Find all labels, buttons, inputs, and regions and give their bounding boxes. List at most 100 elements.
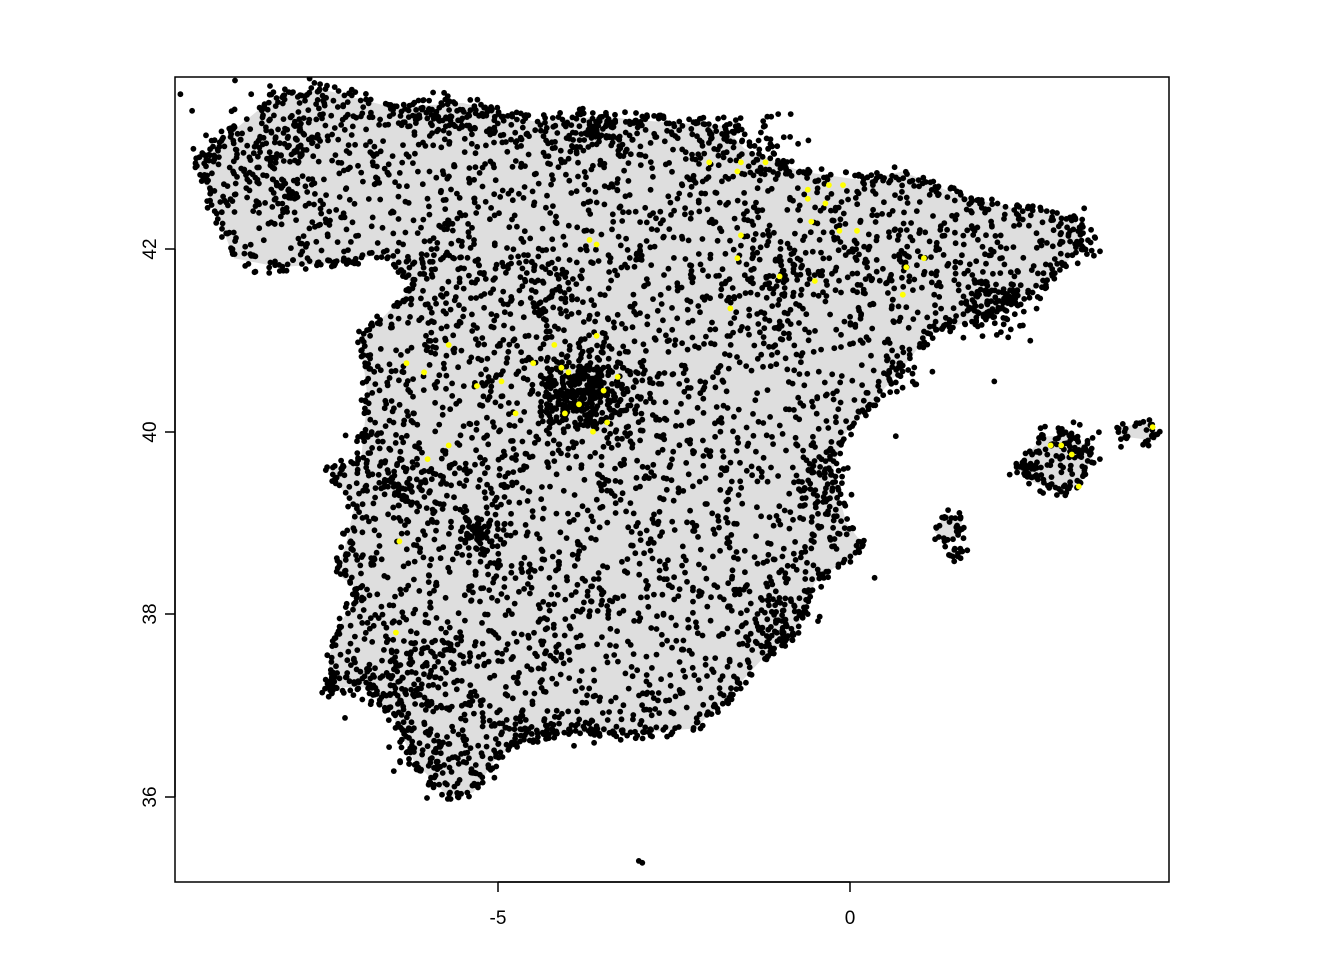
data-point: [276, 268, 283, 274]
data-point: [299, 261, 305, 267]
data-point: [484, 481, 490, 488]
data-point: [475, 654, 482, 660]
data-point: [1145, 442, 1152, 449]
data-point: [655, 449, 661, 456]
data-point: [709, 666, 715, 673]
data-point: [299, 248, 306, 255]
data-point: [581, 545, 587, 551]
data-point: [617, 496, 624, 503]
data-point: [972, 303, 979, 309]
data-point: [511, 212, 518, 219]
data-point: [869, 179, 876, 186]
data-point: [734, 197, 741, 204]
data-point: [450, 647, 457, 654]
data-point: [333, 663, 339, 670]
data-point: [586, 285, 592, 292]
data-point: [467, 682, 474, 688]
data-point: [604, 717, 611, 723]
data-point: [727, 459, 734, 466]
data-point: [410, 276, 417, 283]
data-point: [459, 727, 466, 734]
data-point: [651, 591, 657, 598]
data-point: [409, 459, 416, 465]
data-point: [838, 373, 845, 379]
data-point: [451, 494, 457, 501]
data-point: [897, 314, 904, 321]
data-point: [733, 549, 740, 555]
data-point: [952, 240, 959, 247]
data-point: [478, 101, 484, 108]
data-point: [565, 423, 571, 430]
data-point: [497, 194, 504, 200]
data-point: [791, 367, 798, 374]
data-point: [614, 628, 620, 635]
data-point: [700, 410, 707, 416]
data-point: [914, 248, 921, 255]
data-point: [543, 204, 549, 211]
data-point: [551, 584, 558, 591]
data-point: [370, 515, 377, 522]
data-point: [1122, 434, 1128, 441]
data-point: [623, 508, 629, 515]
data-point: [458, 528, 464, 535]
data-point: [719, 266, 726, 273]
data-point: [647, 379, 653, 386]
data-point: [939, 325, 945, 332]
data-point: [933, 326, 940, 333]
data-point: [807, 229, 814, 236]
data-point: [334, 565, 341, 571]
data-point: [495, 741, 502, 747]
data-point: [527, 574, 534, 581]
data-point: [617, 736, 624, 743]
data-point: [1041, 479, 1047, 486]
data-point: [656, 575, 663, 581]
data-point: [906, 351, 913, 358]
data-point: [566, 519, 573, 525]
data-point: [569, 439, 576, 445]
data-point: [640, 357, 647, 364]
data-point: [1035, 439, 1042, 446]
data-point: [465, 559, 472, 566]
data-point: [382, 707, 388, 714]
data-point: [854, 188, 861, 195]
data-point: [428, 466, 435, 472]
data-point: [835, 406, 842, 413]
data-point: [396, 492, 402, 499]
data-point: [326, 257, 333, 264]
data-point: [599, 330, 606, 336]
data-point: [1119, 421, 1126, 427]
data-point: [375, 430, 382, 437]
data-point: [714, 584, 721, 590]
data-point: [574, 581, 581, 588]
data-point: [350, 525, 357, 532]
data-point: [410, 691, 416, 698]
data-point: [707, 453, 714, 460]
data-point: [508, 383, 515, 390]
data-point: [347, 622, 354, 629]
data-point: [439, 404, 446, 411]
data-point: [776, 422, 783, 429]
data-point: [649, 555, 656, 562]
data-point: [428, 476, 435, 483]
data-point: [700, 395, 707, 402]
data-point: [461, 306, 467, 313]
data-point: [620, 702, 627, 709]
data-point: [547, 652, 554, 659]
data-point: [749, 150, 755, 157]
data-point: [768, 352, 775, 358]
data-point: [306, 225, 313, 232]
data-point: [720, 402, 727, 409]
data-point: [617, 479, 624, 485]
data-point: [474, 546, 480, 552]
data-point: [546, 424, 553, 431]
data-point: [660, 115, 667, 122]
data-point: [412, 150, 418, 157]
data-point: [660, 726, 667, 733]
data-point: [612, 428, 619, 435]
data-point: [1039, 237, 1045, 244]
data-point: [650, 461, 657, 468]
data-point: [495, 109, 502, 116]
data-point: [784, 207, 791, 213]
data-point: [637, 537, 644, 543]
data-point: [484, 510, 491, 517]
